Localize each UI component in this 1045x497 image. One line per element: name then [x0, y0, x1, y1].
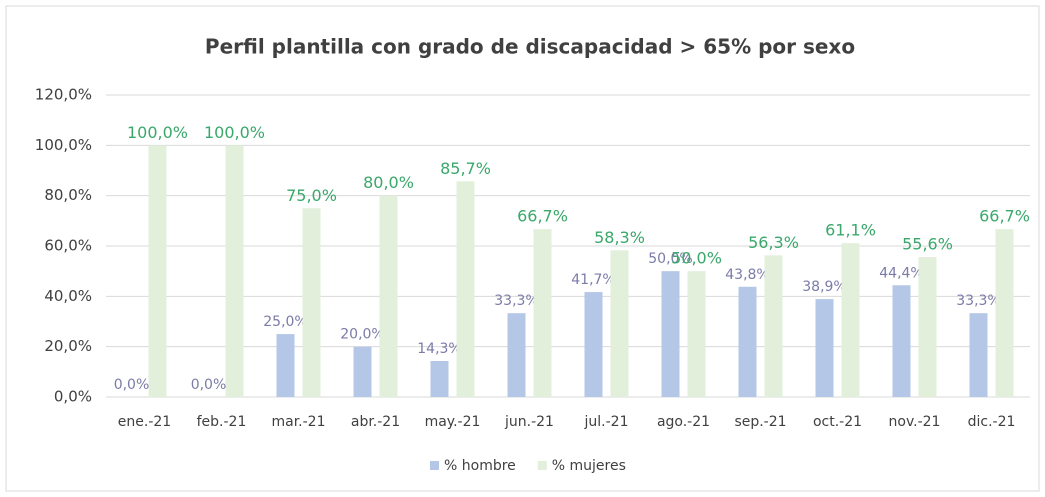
- x-tick-label: feb.-21: [197, 414, 247, 430]
- bar: [225, 145, 244, 397]
- y-tick-label: 40,0%: [44, 287, 92, 305]
- x-tick-label: nov.-21: [889, 414, 941, 430]
- legend-swatch: [430, 461, 439, 470]
- bar: [738, 286, 757, 397]
- x-tick-label: ene.-21: [118, 414, 171, 430]
- bar: [456, 181, 475, 397]
- data-label: 61,1%: [825, 221, 876, 240]
- data-label: 33,3%: [956, 293, 1000, 309]
- legend-label: % mujeres: [552, 458, 626, 474]
- bar: [148, 145, 167, 397]
- data-label: 0,0%: [114, 377, 150, 393]
- data-label: 85,7%: [440, 159, 491, 178]
- bar: [276, 334, 295, 397]
- data-label: 58,3%: [594, 228, 645, 247]
- bar: [353, 346, 372, 397]
- data-label: 41,7%: [571, 272, 615, 288]
- bar: [969, 313, 988, 397]
- y-tick-label: 0,0%: [54, 388, 92, 406]
- y-tick-label: 120,0%: [35, 86, 92, 104]
- data-label: 50,0%: [648, 251, 692, 267]
- y-tick-label: 100,0%: [35, 136, 92, 154]
- bar: [430, 361, 449, 397]
- bar: [995, 229, 1014, 397]
- x-tick-label: oct.-21: [813, 414, 862, 430]
- data-label: 25,0%: [263, 314, 307, 330]
- bar: [584, 292, 603, 397]
- x-tick-label: ago.-21: [657, 414, 710, 430]
- x-tick-label: jun.-21: [504, 414, 554, 430]
- bar: [302, 208, 321, 397]
- data-label: 56,3%: [748, 233, 799, 252]
- y-tick-label: 80,0%: [44, 186, 92, 204]
- bar: [687, 271, 706, 397]
- x-tick-label: dic.-21: [968, 414, 1016, 430]
- data-label: 50,0%: [671, 249, 722, 268]
- legend-swatch: [537, 461, 547, 470]
- data-label: 55,6%: [902, 235, 953, 254]
- chart-border: [5, 5, 1040, 492]
- data-label: 43,8%: [725, 267, 769, 283]
- data-label: 20,0%: [340, 327, 384, 343]
- data-label: 66,7%: [979, 207, 1030, 226]
- data-label: 33,3%: [494, 293, 538, 309]
- x-tick-label: sep.-21: [734, 414, 786, 430]
- data-label: 0,0%: [191, 377, 227, 393]
- legend-label: % hombre: [444, 458, 516, 474]
- bar: [507, 313, 526, 397]
- data-label: 14,3%: [417, 341, 461, 357]
- bar: [533, 229, 552, 397]
- x-tick-label: may.-21: [425, 414, 481, 430]
- bar: [918, 257, 937, 397]
- x-tick-label: abr.-21: [351, 414, 400, 430]
- data-label: 80,0%: [363, 173, 414, 192]
- chart-title: Perfil plantilla con grado de discapacid…: [205, 35, 855, 59]
- bar: [764, 255, 783, 397]
- bar: [892, 285, 911, 397]
- y-tick-label: 20,0%: [44, 337, 92, 355]
- data-label: 44,4%: [879, 265, 923, 281]
- bar: [379, 195, 398, 397]
- data-label: 66,7%: [517, 207, 568, 226]
- data-label: 100,0%: [204, 123, 265, 142]
- x-tick-label: jul.-21: [584, 414, 629, 430]
- bar: [610, 250, 629, 397]
- data-label: 38,9%: [802, 279, 846, 295]
- bar: [661, 271, 680, 397]
- x-tick-label: mar.-21: [271, 414, 325, 430]
- y-tick-label: 60,0%: [44, 237, 92, 255]
- data-label: 75,0%: [286, 186, 337, 205]
- bar: [841, 243, 860, 397]
- bar: [815, 299, 834, 397]
- data-label: 100,0%: [127, 123, 188, 142]
